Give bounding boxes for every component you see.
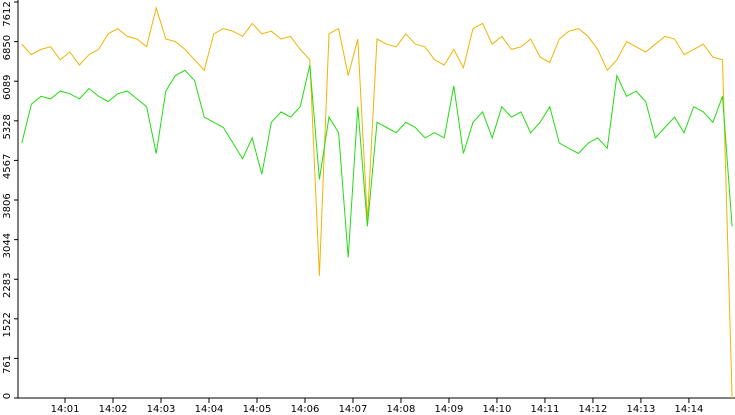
x-tick-label: 14:09 [435, 404, 464, 415]
y-tick-label: 1522 [2, 312, 13, 337]
x-tick-label: 14:07 [339, 404, 368, 415]
y-tick-label: 2283 [2, 273, 13, 298]
x-tick-label: 14:01 [51, 404, 80, 415]
x-tick-label: 14:03 [147, 404, 176, 415]
x-tick-label: 14:05 [243, 404, 272, 415]
y-tick-label: 7612 [2, 1, 13, 26]
series-line [21, 64, 733, 258]
x-tick-label: 14:10 [483, 404, 512, 415]
x-tick-label: 14:11 [531, 404, 560, 415]
y-tick-label: 3044 [2, 233, 13, 258]
y-tick-label: 5328 [2, 114, 13, 139]
y-tick-label: 3806 [2, 193, 13, 218]
y-tick-label: 761 [2, 355, 13, 374]
y-tick-label: 6089 [2, 75, 13, 100]
series-line [21, 5, 733, 399]
x-tick-label: 14:14 [675, 404, 704, 415]
x-tick-label: 14:13 [627, 404, 656, 415]
x-tick-label: 14:02 [99, 404, 128, 415]
x-tick-label: 14:04 [195, 404, 224, 415]
y-tick-label: 6850 [2, 35, 13, 60]
x-tick-label: 14:12 [579, 404, 608, 415]
x-tick-label: 14:08 [387, 404, 416, 415]
y-tick-label: 0 [2, 393, 13, 399]
y-tick-label: 4567 [2, 154, 13, 179]
x-tick-label: 14:06 [291, 404, 320, 415]
